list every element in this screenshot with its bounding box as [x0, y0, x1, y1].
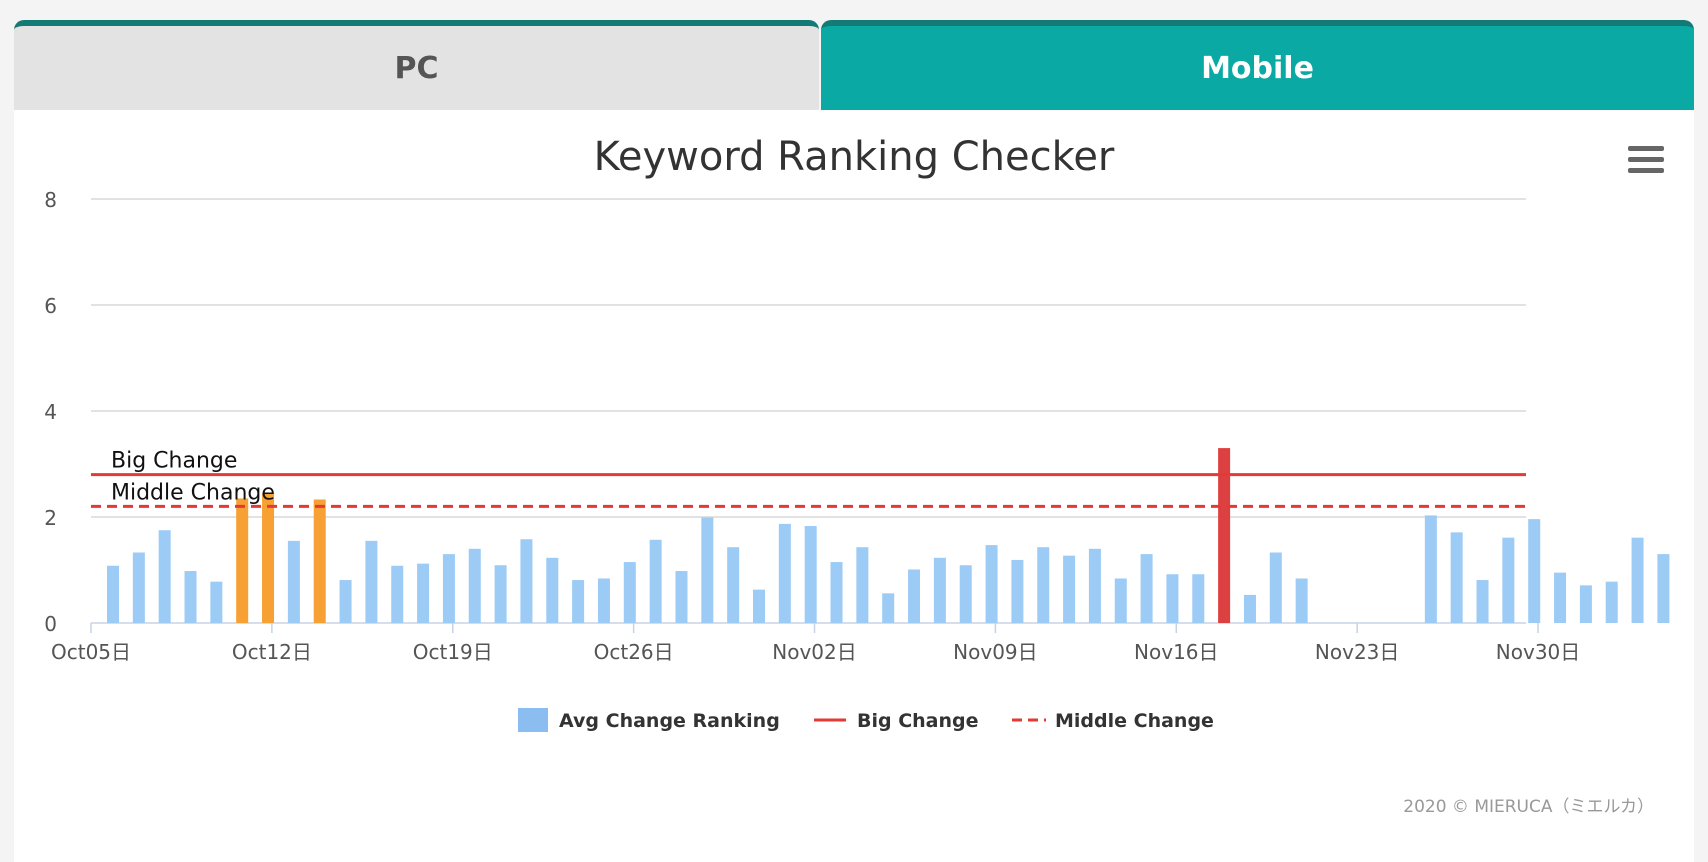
chart-panel: Keyword Ranking Checker 0 2 4 6 8 Oct05日 Oct12… [14, 110, 1694, 862]
bar [339, 580, 352, 623]
bar [1269, 552, 1282, 623]
y-tick-label: 6 [44, 294, 57, 318]
bar [649, 539, 662, 623]
x-tick-label: Nov30日 [1496, 640, 1580, 664]
bar [391, 565, 404, 623]
bar [959, 565, 972, 623]
bar [1554, 572, 1567, 623]
x-tick-label: Nov09日 [953, 640, 1037, 664]
device-tabs: PC Mobile [14, 20, 1694, 110]
chart-credit[interactable]: 2020 © MIERUCA（ミエルカ） [1403, 797, 1654, 817]
bar [1295, 578, 1308, 623]
bar [753, 589, 765, 623]
tab-pc[interactable]: PC [14, 20, 819, 110]
bar [287, 540, 300, 623]
bar [365, 540, 378, 623]
x-tick-label: Nov02日 [772, 640, 856, 664]
bar [933, 557, 946, 623]
bar [262, 493, 275, 623]
bar [985, 545, 998, 623]
bar [417, 563, 430, 623]
bar [856, 547, 869, 623]
bar [1192, 574, 1205, 623]
y-tick-label: 4 [44, 400, 57, 424]
bar [546, 557, 559, 623]
menu-line [1628, 146, 1664, 151]
bar [1424, 515, 1437, 623]
bar [1114, 578, 1127, 623]
tab-mobile[interactable]: Mobile [821, 20, 1694, 110]
bar [210, 581, 223, 623]
y-tick-label: 0 [44, 612, 57, 636]
legend-label-big: Big Change [857, 710, 979, 732]
y-tick-label: 2 [44, 506, 57, 530]
bar [236, 498, 249, 623]
bar [597, 578, 610, 623]
bar [701, 517, 714, 623]
chart-svg: 0 2 4 6 8 Oct05日 Oct12日 Oct19日 Oct26日 Nov02日 Nov09… [44, 188, 1670, 732]
bar [132, 552, 145, 623]
hamburger-menu-icon[interactable] [1628, 146, 1664, 176]
bar [1243, 594, 1256, 623]
bar [1476, 580, 1489, 623]
bar [727, 547, 740, 623]
bar [1166, 574, 1179, 623]
menu-line [1628, 168, 1664, 173]
bar [1605, 581, 1618, 623]
bar [1528, 519, 1541, 623]
bar [623, 562, 636, 623]
bar [1063, 555, 1076, 623]
bar [882, 593, 895, 623]
x-tick-label: Oct19日 [413, 640, 493, 664]
menu-line [1628, 157, 1664, 162]
bar [442, 554, 455, 623]
legend-swatch-avg [518, 708, 548, 732]
bar [1502, 537, 1515, 623]
bar [468, 548, 481, 623]
x-tick-label: Oct05日 [51, 640, 131, 664]
bar [1011, 559, 1024, 623]
bar [675, 571, 688, 623]
bar [572, 580, 585, 623]
middle-change-annotation: Middle Change [111, 480, 275, 505]
bar [1579, 585, 1592, 623]
bar [107, 565, 119, 623]
bar [313, 499, 326, 623]
bar [1631, 537, 1644, 623]
x-tick-label: Oct26日 [594, 640, 674, 664]
bar [1450, 532, 1463, 623]
big-change-annotation: Big Change [111, 449, 237, 474]
x-tick-label: Oct12日 [232, 640, 312, 664]
y-tick-label: 8 [44, 188, 57, 212]
bar [184, 571, 197, 623]
bar [1218, 448, 1231, 623]
bar [778, 523, 791, 623]
bar [804, 526, 817, 623]
bar [1140, 554, 1153, 623]
legend-label-avg: Avg Change Ranking [559, 710, 780, 732]
bar [1088, 548, 1101, 623]
x-tick-label: Nov16日 [1134, 640, 1218, 664]
bar [158, 530, 171, 623]
x-tick-label: Nov23日 [1315, 640, 1399, 664]
bar [1037, 547, 1050, 623]
bar [908, 569, 921, 623]
bar [520, 539, 533, 623]
bar [1657, 554, 1670, 623]
bar [494, 565, 507, 623]
legend-label-middle: Middle Change [1055, 710, 1214, 732]
chart-title: Keyword Ranking Checker [593, 134, 1115, 180]
bar [830, 562, 843, 623]
